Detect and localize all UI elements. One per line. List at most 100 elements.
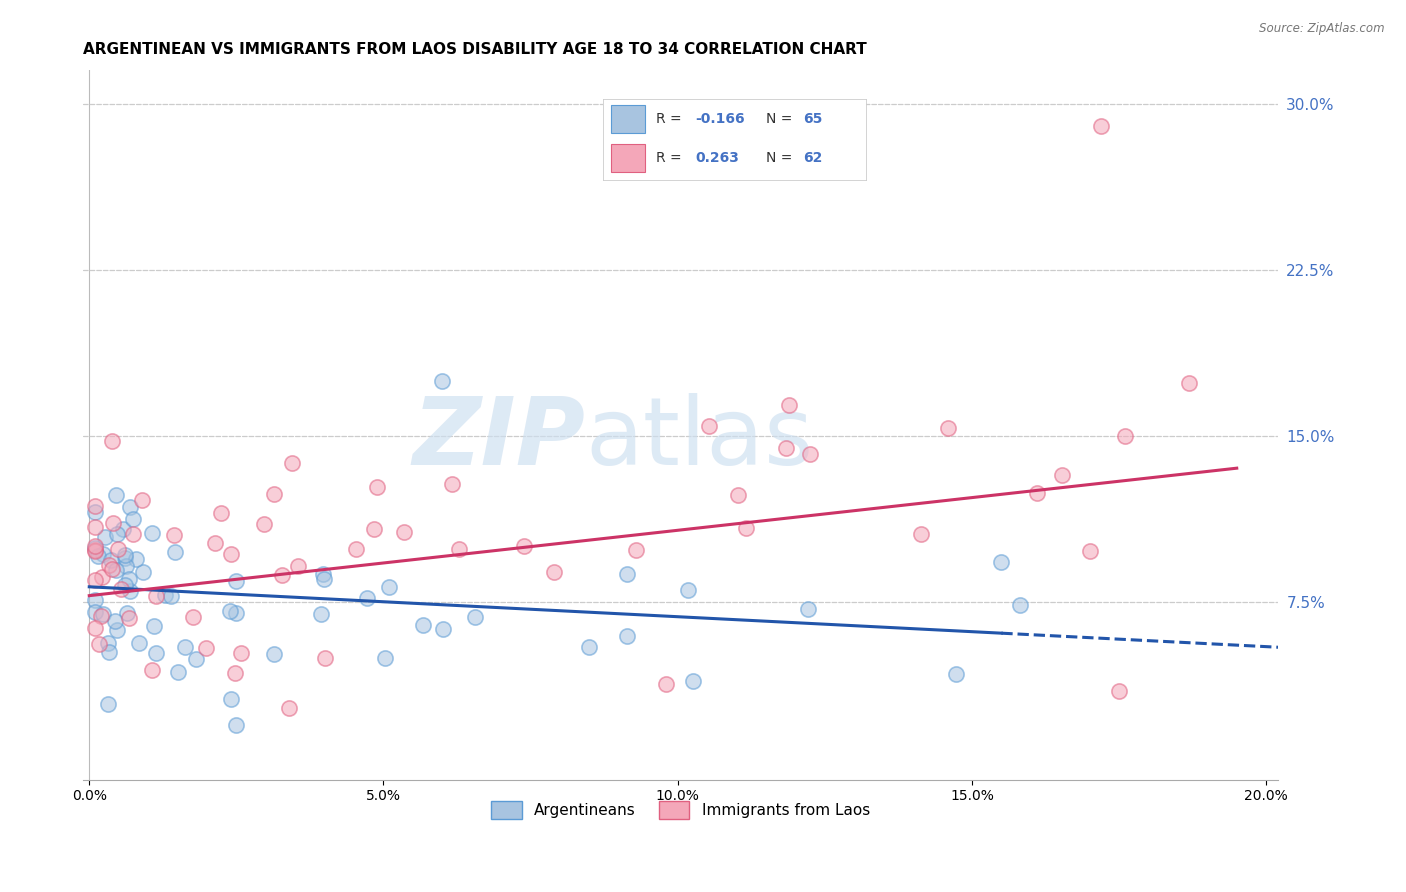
Point bbox=[97, 698, 120, 712]
Point bbox=[799, 447, 821, 461]
Point bbox=[229, 646, 252, 660]
Point bbox=[153, 588, 176, 602]
Point bbox=[141, 526, 163, 541]
Point bbox=[91, 607, 114, 622]
Point bbox=[775, 441, 797, 455]
Point bbox=[373, 650, 395, 665]
Point bbox=[344, 542, 367, 557]
Point bbox=[271, 567, 294, 582]
Point bbox=[143, 618, 166, 632]
Point bbox=[101, 562, 124, 576]
Point bbox=[314, 572, 336, 586]
Point bbox=[110, 582, 132, 596]
Point bbox=[263, 487, 285, 501]
Point bbox=[114, 578, 136, 592]
Point bbox=[165, 545, 187, 559]
Point bbox=[107, 623, 129, 637]
Point bbox=[363, 522, 385, 536]
Point bbox=[118, 583, 141, 598]
Point bbox=[616, 567, 638, 582]
Point bbox=[356, 591, 378, 605]
Point bbox=[117, 611, 139, 625]
Point bbox=[1078, 544, 1101, 558]
Point bbox=[441, 477, 464, 491]
Point bbox=[225, 718, 247, 732]
Point bbox=[194, 640, 217, 655]
Point bbox=[84, 520, 107, 534]
Point bbox=[727, 488, 749, 502]
Point bbox=[225, 606, 247, 620]
Point bbox=[432, 374, 454, 388]
Point bbox=[253, 516, 276, 531]
Point bbox=[314, 650, 336, 665]
Point bbox=[512, 539, 534, 553]
Point bbox=[219, 604, 242, 618]
Point bbox=[97, 558, 120, 572]
Point bbox=[141, 663, 163, 677]
Point bbox=[209, 507, 232, 521]
Point bbox=[432, 622, 454, 636]
Point bbox=[464, 610, 486, 624]
Text: ZIP: ZIP bbox=[412, 393, 585, 485]
Point bbox=[392, 525, 415, 540]
Point bbox=[1108, 684, 1130, 698]
Point bbox=[125, 552, 148, 566]
Point bbox=[167, 665, 190, 679]
Point bbox=[1114, 429, 1136, 443]
Point bbox=[117, 607, 139, 621]
Point bbox=[797, 601, 820, 615]
Point bbox=[112, 522, 135, 536]
Point bbox=[121, 527, 143, 541]
Point bbox=[735, 521, 758, 535]
Point bbox=[101, 516, 124, 531]
Point bbox=[104, 614, 127, 628]
Point bbox=[655, 677, 678, 691]
Point bbox=[128, 636, 150, 650]
Point bbox=[277, 701, 299, 715]
Point bbox=[778, 398, 800, 412]
Point bbox=[676, 583, 699, 598]
Point bbox=[160, 589, 183, 603]
Point bbox=[93, 548, 115, 562]
Point bbox=[84, 605, 107, 619]
Point bbox=[204, 536, 226, 550]
Point bbox=[378, 580, 401, 594]
Point bbox=[84, 540, 107, 554]
Point bbox=[263, 648, 285, 662]
Point bbox=[97, 635, 120, 649]
Point bbox=[145, 646, 167, 660]
Point bbox=[312, 566, 335, 581]
Point bbox=[93, 530, 115, 544]
Point bbox=[84, 499, 107, 513]
Legend: Argentineans, Immigrants from Laos: Argentineans, Immigrants from Laos bbox=[485, 796, 876, 825]
Point bbox=[122, 512, 145, 526]
Point bbox=[118, 572, 141, 586]
Point bbox=[84, 543, 107, 558]
Text: atlas: atlas bbox=[585, 393, 813, 485]
Point bbox=[1050, 467, 1073, 482]
Point bbox=[100, 553, 122, 567]
Point bbox=[697, 418, 720, 433]
Point bbox=[132, 565, 155, 579]
Point bbox=[287, 558, 309, 573]
Point bbox=[145, 589, 167, 603]
Point bbox=[114, 548, 136, 562]
Point bbox=[115, 559, 138, 574]
Point bbox=[91, 570, 114, 584]
Point bbox=[84, 544, 107, 558]
Point bbox=[183, 610, 205, 624]
Point bbox=[1178, 376, 1201, 390]
Point bbox=[100, 434, 122, 448]
Point bbox=[105, 563, 128, 577]
Point bbox=[84, 505, 107, 519]
Point bbox=[89, 637, 111, 651]
Point bbox=[412, 617, 434, 632]
Point bbox=[281, 456, 304, 470]
Point bbox=[447, 541, 470, 556]
Point bbox=[311, 607, 333, 622]
Point bbox=[945, 666, 967, 681]
Point bbox=[224, 665, 246, 680]
Text: Source: ZipAtlas.com: Source: ZipAtlas.com bbox=[1260, 22, 1385, 36]
Point bbox=[225, 574, 247, 588]
Point bbox=[120, 500, 142, 515]
